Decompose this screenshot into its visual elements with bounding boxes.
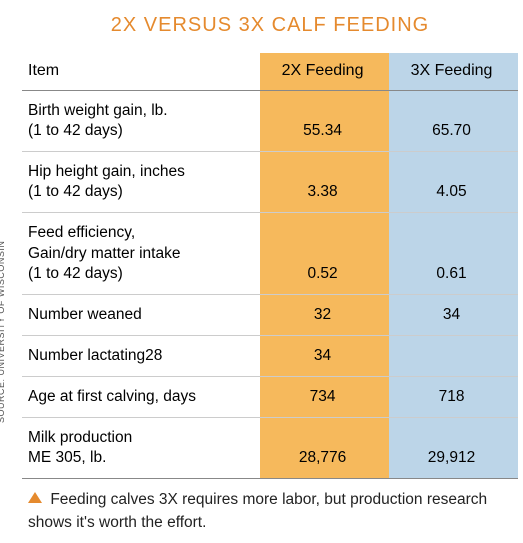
cell-3x: 29,912 <box>389 418 518 479</box>
triangle-icon <box>28 492 42 503</box>
cell-3x: 65.70 <box>389 90 518 151</box>
cell-2x: 0.52 <box>260 213 389 294</box>
cell-2x: 28,776 <box>260 418 389 479</box>
table-row: Feed efficiency,Gain/dry matter intake(1… <box>22 213 518 294</box>
header-2x: 2X Feeding <box>260 53 389 90</box>
table-row: Age at first calving, days734718 <box>22 377 518 418</box>
cell-3x: 4.05 <box>389 152 518 213</box>
cell-2x: 32 <box>260 294 389 335</box>
table-container: 2X VERSUS 3X CALF FEEDING Item 2X Feedin… <box>22 0 518 534</box>
cell-item: Age at first calving, days <box>22 377 260 418</box>
table-row: Hip height gain, inches(1 to 42 days)3.3… <box>22 152 518 213</box>
cell-item: Number weaned <box>22 294 260 335</box>
table-row: Milk productionME 305, lb.28,77629,912 <box>22 418 518 479</box>
cell-2x: 734 <box>260 377 389 418</box>
comparison-table: Item 2X Feeding 3X Feeding Birth weight … <box>22 53 518 479</box>
cell-2x: 55.34 <box>260 90 389 151</box>
header-row: Item 2X Feeding 3X Feeding <box>22 53 518 90</box>
cell-3x: 34 <box>389 294 518 335</box>
cell-item: Milk productionME 305, lb. <box>22 418 260 479</box>
cell-2x: 3.38 <box>260 152 389 213</box>
cell-item: Number lactating28 <box>22 335 260 376</box>
table-row: Number weaned3234 <box>22 294 518 335</box>
table-row: Birth weight gain, lb.(1 to 42 days)55.3… <box>22 90 518 151</box>
cell-item: Feed efficiency,Gain/dry matter intake(1… <box>22 213 260 294</box>
cell-item: Birth weight gain, lb.(1 to 42 days) <box>22 90 260 151</box>
cell-3x: 0.61 <box>389 213 518 294</box>
caption: Feeding calves 3X requires more labor, b… <box>22 479 518 534</box>
header-3x: 3X Feeding <box>389 53 518 90</box>
cell-3x <box>389 335 518 376</box>
cell-3x: 718 <box>389 377 518 418</box>
source-credit: SOURCE: UNIVERSITY OF WISCONSIN <box>0 241 6 423</box>
cell-item: Hip height gain, inches(1 to 42 days) <box>22 152 260 213</box>
header-item: Item <box>22 53 260 90</box>
cell-2x: 34 <box>260 335 389 376</box>
table-row: Number lactating2834 <box>22 335 518 376</box>
caption-text: Feeding calves 3X requires more labor, b… <box>28 491 487 530</box>
table-title: 2X VERSUS 3X CALF FEEDING <box>22 10 518 41</box>
